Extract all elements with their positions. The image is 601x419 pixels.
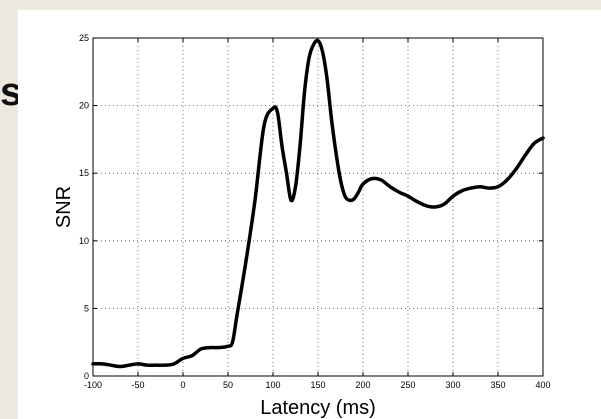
x-axis-label: Latency (ms) xyxy=(260,397,376,419)
x-tick-label: 50 xyxy=(223,380,233,390)
x-tick-label: 150 xyxy=(310,380,325,390)
cropped-slide-text: s xyxy=(0,70,23,114)
x-tick-label: -50 xyxy=(131,380,144,390)
x-tick-label: -100 xyxy=(84,380,102,390)
y-tick-label: 15 xyxy=(79,168,89,178)
y-tick-label: 20 xyxy=(79,101,89,111)
x-tick-label: 200 xyxy=(355,380,370,390)
chart-panel: -100 -50 0 50 100 150 200 250 300 350 400 0 5 10 15 20 2… xyxy=(18,10,601,419)
x-tick-label: 350 xyxy=(490,380,505,390)
snr-series-line xyxy=(91,38,545,369)
y-tick-label: 10 xyxy=(79,236,89,246)
y-tick-label: 5 xyxy=(84,303,89,313)
x-tick-label: 250 xyxy=(400,380,415,390)
x-tick-label: 0 xyxy=(180,380,185,390)
y-tick-label: 0 xyxy=(84,371,89,381)
y-axis-label: SNR xyxy=(53,186,75,228)
grid-layer xyxy=(93,38,543,376)
y-tick-label: 25 xyxy=(79,33,89,43)
x-tick-label: 400 xyxy=(535,380,550,390)
x-tick-label: 300 xyxy=(445,380,460,390)
tick-layer: -100 -50 0 50 100 150 200 250 300 350 400 0 5 10 15 20 2… xyxy=(79,33,551,390)
snr-latency-chart: -100 -50 0 50 100 150 200 250 300 350 400 0 5 10 15 20 2… xyxy=(53,33,551,419)
x-tick-label: 100 xyxy=(265,380,280,390)
series-layer xyxy=(91,38,545,369)
